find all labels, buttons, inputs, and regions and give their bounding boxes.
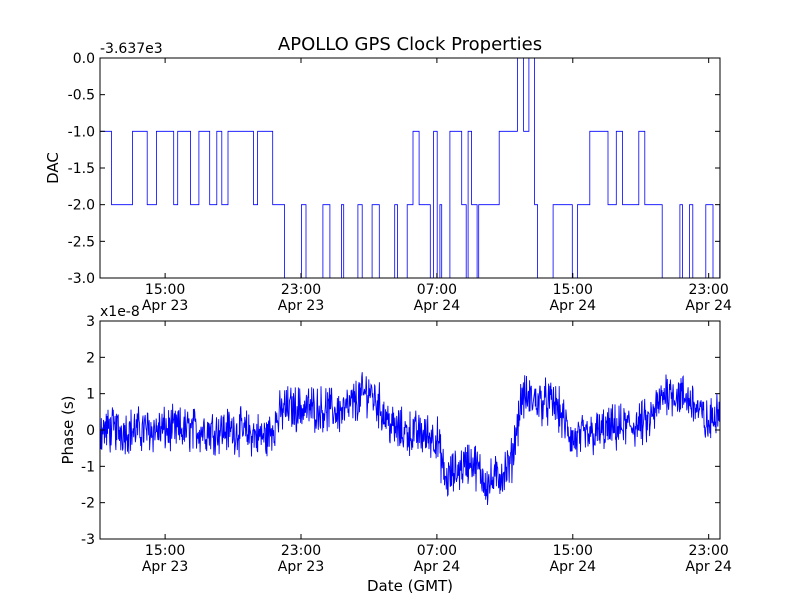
x-tick-hour-label: 23:00 (281, 282, 321, 298)
y-tick-label: -0.5 (68, 88, 95, 104)
y-tick-label: -3 (81, 532, 95, 548)
phase-x-axis-label: Date (GMT) (367, 577, 453, 595)
x-tick-date-label: Apr 24 (685, 559, 732, 575)
y-tick-label: -3.0 (68, 271, 95, 287)
x-tick-date-label: Apr 23 (142, 298, 188, 314)
x-tick-hour-label: 15:00 (145, 543, 185, 559)
x-tick-hour-label: 23:00 (688, 543, 728, 559)
dac-series (100, 57, 721, 279)
x-tick-hour-label: 07:00 (417, 282, 457, 298)
x-tick-hour-label: 15:00 (145, 282, 185, 298)
dac-step-line (100, 57, 721, 279)
x-tick-date-label: Apr 24 (550, 559, 597, 575)
figure-title: APOLLO GPS Clock Properties (278, 34, 542, 55)
x-tick-date-label: Apr 24 (685, 298, 732, 314)
x-tick-date-label: Apr 23 (278, 559, 324, 575)
x-tick-hour-label: 07:00 (417, 543, 457, 559)
y-tick-label: 0.0 (73, 51, 95, 67)
dac-offset-label: -3.637e3 (100, 41, 163, 57)
x-tick-date-label: Apr 23 (278, 298, 324, 314)
y-tick-label: -1.5 (68, 161, 95, 177)
y-tick-label: 0 (86, 423, 95, 439)
y-tick-label: -1 (81, 459, 95, 475)
x-tick-hour-label: 23:00 (688, 282, 728, 298)
phase-y-axis-label: Phase (s) (59, 395, 77, 464)
y-tick-label: 3 (86, 314, 95, 330)
x-tick-hour-label: 15:00 (553, 543, 593, 559)
y-tick-label: 2 (86, 350, 95, 366)
x-tick-date-label: Apr 23 (142, 559, 188, 575)
phase-offset-label: x1e-8 (100, 304, 140, 320)
y-tick-label: -2.5 (68, 234, 95, 250)
x-tick-hour-label: 23:00 (281, 543, 321, 559)
phase-series (99, 372, 721, 506)
phase-trace (99, 372, 721, 506)
x-tick-hour-label: 15:00 (553, 282, 593, 298)
x-tick-date-label: Apr 24 (550, 298, 597, 314)
y-tick-label: 1 (86, 387, 95, 403)
x-tick-date-label: Apr 24 (414, 298, 461, 314)
x-tick-date-label: Apr 24 (414, 559, 461, 575)
phase-y-ticks: 3 2 1 0 -1 -2 -3 (81, 314, 720, 548)
y-tick-label: -2 (81, 496, 95, 512)
dac-y-ticks: 0.0 -0.5 -1.0 -1.5 -2.0 -2.5 -3.0 (68, 51, 720, 287)
y-tick-label: -2.0 (68, 198, 95, 214)
dac-y-axis-label: DAC (44, 152, 62, 184)
y-tick-label: -1.0 (68, 124, 95, 140)
